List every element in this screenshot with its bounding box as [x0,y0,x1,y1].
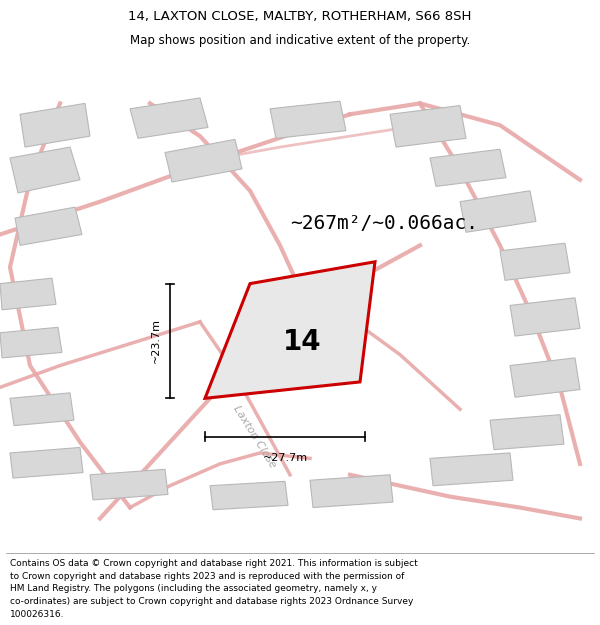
Text: co-ordinates) are subject to Crown copyright and database rights 2023 Ordnance S: co-ordinates) are subject to Crown copyr… [10,598,413,606]
Polygon shape [205,262,375,398]
Polygon shape [165,139,242,182]
Text: ~23.7m: ~23.7m [151,319,161,364]
Text: ~267m²/~0.066ac.: ~267m²/~0.066ac. [290,214,478,233]
Polygon shape [130,98,208,138]
Text: HM Land Registry. The polygons (including the associated geometry, namely x, y: HM Land Registry. The polygons (includin… [10,584,377,594]
Polygon shape [0,328,62,358]
Polygon shape [490,415,564,449]
Text: Contains OS data © Crown copyright and database right 2021. This information is : Contains OS data © Crown copyright and d… [10,559,418,568]
Text: Laxton Close: Laxton Close [232,404,278,469]
Polygon shape [430,149,506,186]
Polygon shape [210,481,288,510]
Polygon shape [390,106,466,147]
Text: 14: 14 [283,328,322,356]
Polygon shape [510,298,580,336]
Polygon shape [10,448,83,478]
Text: 14, LAXTON CLOSE, MALTBY, ROTHERHAM, S66 8SH: 14, LAXTON CLOSE, MALTBY, ROTHERHAM, S66… [128,10,472,22]
Polygon shape [430,453,513,486]
Polygon shape [0,278,56,310]
Polygon shape [500,243,570,281]
Polygon shape [10,147,80,193]
Polygon shape [460,191,536,232]
Polygon shape [270,101,346,138]
Polygon shape [510,358,580,398]
Text: ~27.7m: ~27.7m [262,453,308,463]
Polygon shape [10,393,74,426]
Polygon shape [90,469,168,500]
Polygon shape [15,207,82,246]
Polygon shape [310,475,393,508]
Polygon shape [20,103,90,147]
Text: to Crown copyright and database rights 2023 and is reproduced with the permissio: to Crown copyright and database rights 2… [10,571,404,581]
Text: 100026316.: 100026316. [10,610,65,619]
Text: Map shows position and indicative extent of the property.: Map shows position and indicative extent… [130,34,470,47]
